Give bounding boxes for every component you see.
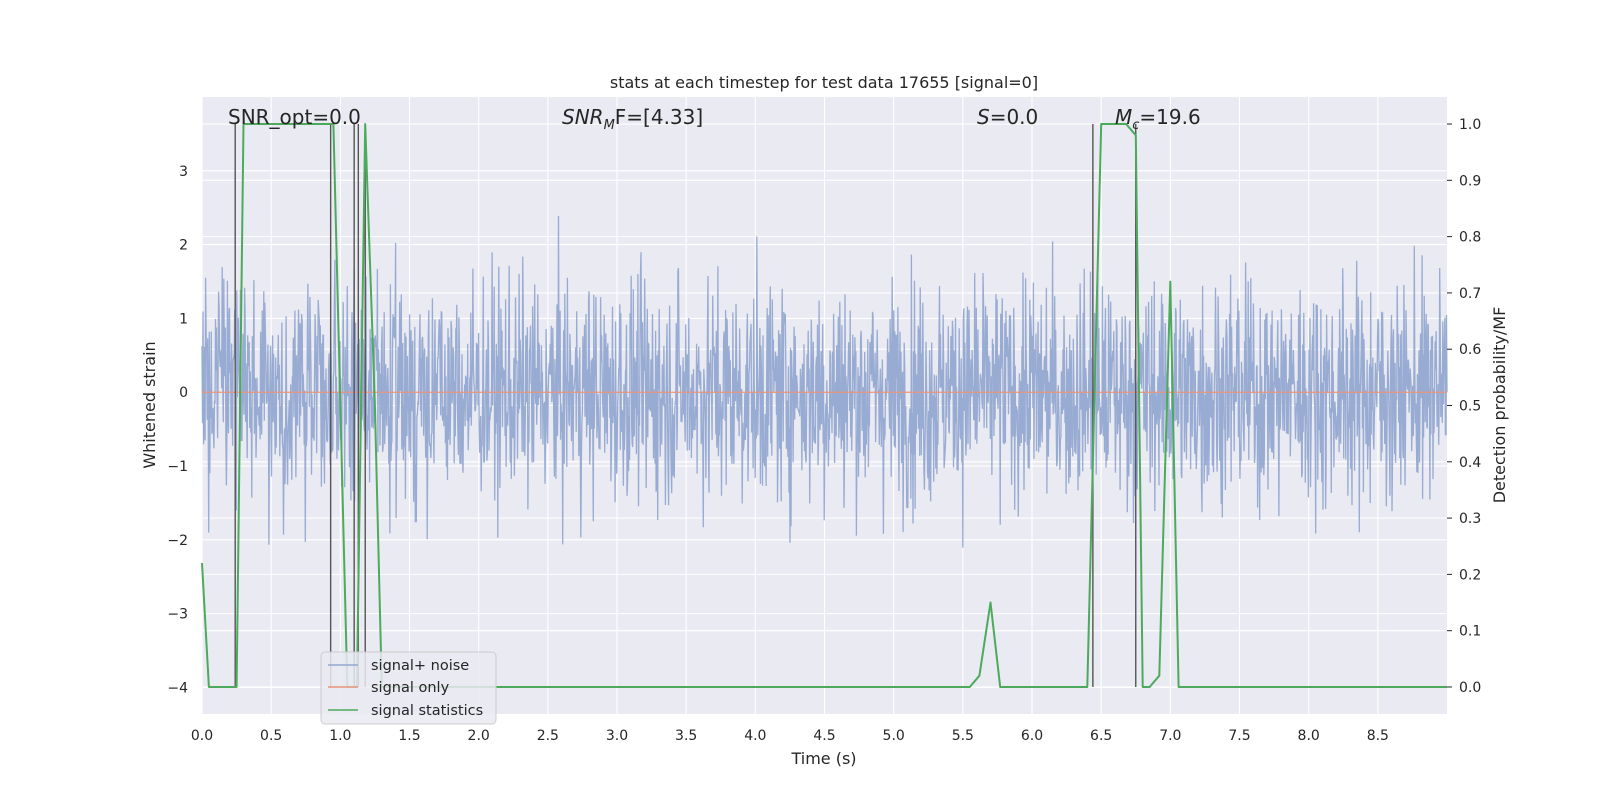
x-tick-label: 7.0	[1159, 728, 1181, 744]
x-tick-label: 7.5	[1228, 728, 1250, 744]
signal-statistics-line	[201, 123, 1447, 688]
y-axis-label: Whitened strain	[140, 341, 159, 468]
series-signal-noise	[201, 215, 1448, 548]
x-axis-label: Time (s)	[790, 749, 856, 768]
x-tick-label: 3.0	[606, 728, 628, 744]
legend-label-signal-only: signal only	[371, 680, 450, 696]
x-tick-label: 1.0	[329, 728, 351, 744]
y-tick-label: −1	[167, 459, 188, 475]
x-tick-label: 4.0	[744, 728, 766, 744]
x-tick-labels: 0.0 0.5 1.0 1.5 2.0 2.5 3.0 3.5 4.0 4.5 5.0 5.5 6.0 6…	[191, 728, 1389, 744]
x-tick-label: 8.0	[1298, 728, 1320, 744]
x-tick-label: 4.5	[813, 728, 835, 744]
series-signal-statistics	[201, 123, 1447, 688]
legend-label-signal-noise: signal+ noise	[371, 658, 469, 674]
annotation-mc: Mc=19.6	[1115, 105, 1201, 133]
y2-tick-label: 0.3	[1459, 511, 1481, 527]
y2-tick-label: 0.8	[1459, 230, 1481, 246]
signal-noise-line	[201, 215, 1448, 548]
y2-tick-label: 1.0	[1459, 117, 1481, 133]
legend-label-signal-statistics: signal statistics	[371, 703, 483, 719]
x-tick-label: 0.5	[260, 728, 282, 744]
y2-tick-labels: 1.0 0.9 0.8 0.7 0.6 0.5 0.4 0.3 0.2 0.1 0.0	[1447, 117, 1481, 696]
x-tick-label: 1.5	[398, 728, 420, 744]
x-tick-label: 0.0	[191, 728, 213, 744]
y-tick-label: −2	[167, 533, 188, 549]
y2-tick-label: 0.9	[1459, 173, 1481, 189]
y2-tick-label: 0.2	[1459, 567, 1481, 583]
annotation-snr-opt: SNR_opt=0.0	[228, 105, 361, 129]
x-tick-label: 2.5	[537, 728, 559, 744]
annotation-snr-mf: SNRMF=[4.33]	[562, 105, 703, 133]
x-tick-label: 2.0	[468, 728, 490, 744]
y2-tick-label: 0.4	[1459, 455, 1481, 471]
y2-tick-label: 0.0	[1459, 680, 1481, 696]
x-tick-label: 5.0	[883, 728, 905, 744]
x-tick-label: 5.5	[952, 728, 974, 744]
y2-tick-label: 0.6	[1459, 342, 1481, 358]
y-tick-label: 1	[179, 311, 188, 327]
x-tick-label: 6.5	[1090, 728, 1112, 744]
y-tick-label: 3	[179, 164, 188, 180]
y-tick-label: −3	[167, 607, 188, 623]
x-tick-label: 8.5	[1367, 728, 1389, 744]
y2-tick-label: 0.7	[1459, 286, 1481, 302]
x-tick-label: 3.5	[675, 728, 697, 744]
y-tick-labels: 3 2 1 0 −1 −2 −3 −4	[167, 164, 188, 697]
legend-box	[320, 651, 497, 725]
chart-title: stats at each timestep for test data 176…	[610, 73, 1038, 92]
y-tick-label: 0	[179, 385, 188, 401]
y2-tick-label: 0.1	[1459, 624, 1481, 640]
annotation-s: S=0.0	[977, 105, 1038, 129]
y2-tick-label: 0.5	[1459, 399, 1481, 415]
y-tick-label: −4	[167, 680, 188, 696]
y2-axis-label: Detection probability/MF	[1490, 307, 1509, 504]
x-tick-label: 6.0	[1021, 728, 1043, 744]
y-tick-label: 2	[179, 238, 188, 254]
legend: signal+ noise signal only signal statist…	[320, 651, 497, 725]
